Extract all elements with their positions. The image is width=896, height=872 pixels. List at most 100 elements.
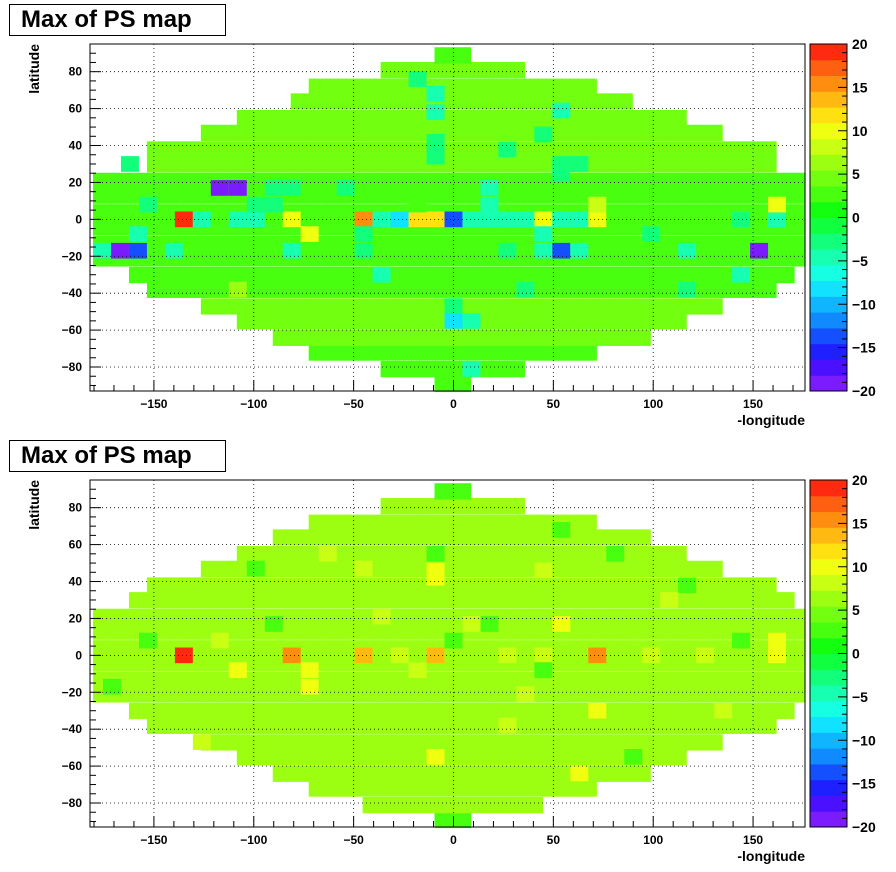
- colorbar-swatch: [810, 296, 847, 313]
- heatmap-cell: [362, 78, 382, 95]
- x-tick-label: −150: [140, 833, 167, 847]
- heatmap-cell: [596, 156, 615, 173]
- heatmap-cell: [372, 211, 391, 228]
- heatmap-cell: [110, 640, 130, 657]
- colorbar-swatch: [810, 527, 847, 544]
- heatmap-cell: [596, 560, 615, 578]
- heatmap-cell: [462, 616, 481, 632]
- heatmap-cell: [434, 361, 454, 378]
- heatmap-cell: [498, 211, 517, 228]
- heatmap-cell: [308, 577, 328, 594]
- heatmap-cell: [246, 560, 265, 577]
- heatmap-cell: [596, 592, 615, 609]
- heatmap-cell: [146, 172, 166, 190]
- plot-frame: [89, 479, 806, 828]
- heatmap-cell: [596, 671, 615, 688]
- heatmap-cell: [650, 734, 669, 751]
- heatmap-cell: [362, 156, 382, 173]
- heatmap-cell: [542, 313, 561, 330]
- heatmap-cell: [272, 281, 292, 298]
- heatmap-cell: [282, 242, 301, 259]
- heatmap-cell: [326, 717, 346, 734]
- y-tick-label: −80: [62, 796, 83, 810]
- colorbar-swatch: [810, 763, 847, 781]
- heatmap-cell: [326, 204, 346, 221]
- x-tick-label: 50: [547, 397, 561, 411]
- heatmap-cell: [326, 608, 346, 626]
- heatmap-cell: [452, 811, 472, 829]
- heatmap-cell: [434, 235, 454, 252]
- heatmap-cell: [534, 226, 553, 242]
- heatmap-cell: [668, 749, 687, 766]
- heatmap-cell: [362, 765, 382, 782]
- heatmap-cell: [632, 717, 651, 734]
- heatmap-cell: [524, 797, 543, 814]
- heatmap-cell: [200, 577, 220, 594]
- heatmap-cell: [614, 141, 633, 158]
- heatmap-cell: [416, 298, 436, 315]
- heatmap-cell: [668, 124, 687, 142]
- heatmap-cell: [498, 647, 517, 664]
- heatmap-cell: [254, 734, 274, 751]
- heatmap-cell: [362, 734, 382, 751]
- heatmap-cell: [614, 281, 633, 298]
- heatmap-cell: [596, 749, 615, 766]
- heatmap-cell: [326, 235, 346, 252]
- x-tick-label: −100: [240, 397, 267, 411]
- heatmap-cell: [704, 235, 723, 252]
- heatmap-cell: [758, 686, 777, 703]
- heatmap-cell: [614, 560, 633, 578]
- heatmap-cell: [380, 514, 400, 531]
- heatmap-cell: [758, 717, 777, 734]
- heatmap-cell: [398, 329, 418, 346]
- heatmap-cell: [434, 514, 454, 531]
- heatmap-cell: [326, 109, 346, 127]
- heatmap-cell: [560, 298, 579, 315]
- heatmap-cell: [290, 623, 310, 640]
- heatmap-cell: [722, 577, 741, 594]
- heatmap-cell: [408, 211, 427, 228]
- heatmap-cell: [776, 250, 795, 267]
- heatmap-cell: [560, 545, 579, 563]
- heatmap-cell: [524, 717, 543, 734]
- heatmap-cell: [704, 608, 723, 626]
- heatmap-cell: [470, 686, 490, 703]
- heatmap-cell: [732, 266, 751, 283]
- heatmap-cell: [272, 329, 292, 346]
- heatmap-cell: [516, 211, 535, 228]
- heatmap-cell: [668, 654, 687, 672]
- heatmap-cell: [534, 126, 553, 143]
- colorbar-swatch: [810, 343, 847, 360]
- heatmap-cell: [344, 141, 364, 158]
- heatmap-cell: [182, 702, 202, 720]
- heatmap-cell: [740, 281, 759, 298]
- heatmap-cell: [254, 545, 274, 563]
- colorbar-swatch: [810, 375, 847, 392]
- heatmap-cell: [236, 124, 256, 142]
- heatmap-cell: [578, 78, 597, 95]
- heatmap-cell: [776, 671, 795, 688]
- heatmap-cell: [354, 242, 373, 259]
- heatmap-cell: [524, 545, 543, 563]
- heatmap-cell: [182, 717, 202, 734]
- heatmap-cell: [470, 749, 490, 766]
- heatmap-cell: [632, 577, 651, 594]
- heatmap-cell: [650, 266, 669, 284]
- heatmap-cell: [120, 156, 139, 172]
- heatmap-cell: [534, 662, 553, 678]
- heatmap-cell: [506, 329, 525, 346]
- heatmap-cell: [380, 156, 400, 173]
- heatmap-cell: [138, 632, 157, 649]
- heatmap-cell: [506, 361, 525, 378]
- heatmap-cell: [344, 749, 364, 766]
- heatmap-cell: [398, 577, 418, 594]
- heatmap-cell: [110, 204, 130, 221]
- heatmap-cell: [542, 141, 561, 158]
- heatmap-cell: [408, 196, 427, 213]
- heatmap-cell: [416, 344, 436, 361]
- heatmap-cell: [668, 560, 687, 578]
- heatmap-cell: [362, 124, 382, 142]
- heatmap-cell: [704, 124, 723, 142]
- heatmap-cell: [524, 187, 543, 204]
- heatmap-cell: [218, 266, 238, 284]
